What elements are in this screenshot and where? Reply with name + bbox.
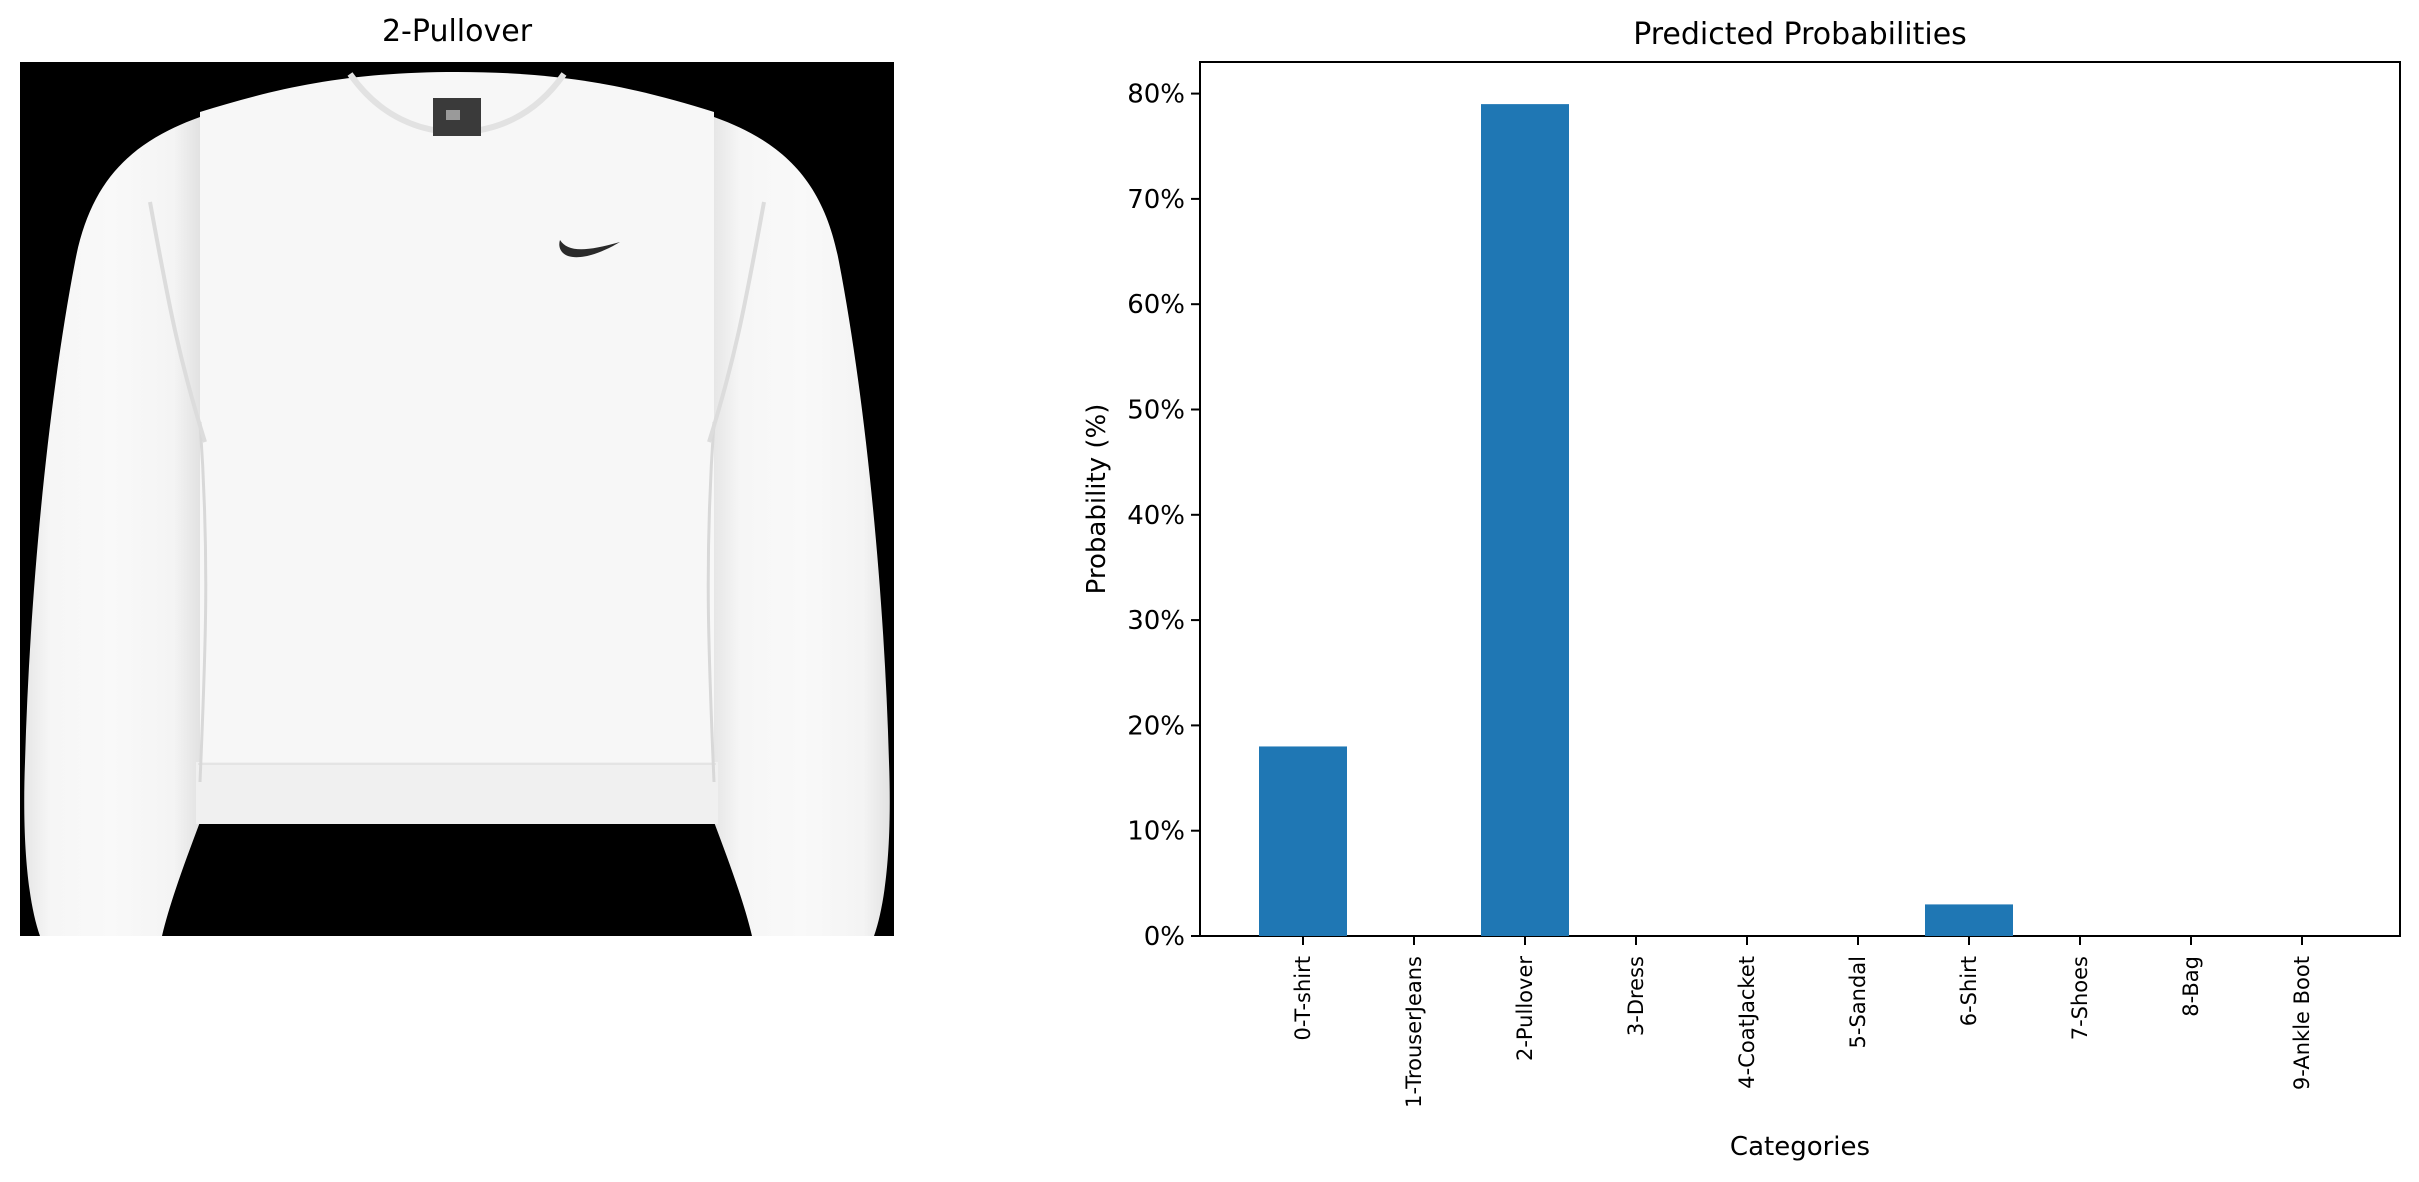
y-tick-label-5: 50%: [1127, 395, 1185, 425]
x-tick-label-1: 1-TrouserJeans: [1402, 956, 1426, 1108]
plot-frame: [1199, 61, 2401, 937]
bar-6: [1925, 904, 2013, 936]
x-tick-label-6: 6-Shirt: [1957, 956, 1981, 1026]
y-tick-label-2: 20%: [1127, 711, 1185, 741]
white-pullover-sweatshirt-icon: [20, 62, 894, 936]
y-tick-label-3: 30%: [1127, 606, 1185, 636]
x-tick-label-2: 2-Pullover: [1513, 956, 1537, 1061]
x-tick-label-9: 9-Ankle Boot: [2290, 956, 2314, 1090]
y-tick-label-8: 80%: [1127, 80, 1185, 110]
garment-image: [20, 62, 894, 936]
y-axis: 0% 10% 20% 30% 40% 50% 60% 70% 80%: [1127, 80, 1200, 952]
bars: [1259, 104, 2013, 936]
y-tick-label-1: 10%: [1127, 817, 1185, 847]
x-axis-label: Categories: [1730, 1132, 1870, 1162]
y-tick-label-7: 70%: [1127, 185, 1185, 215]
x-tick-label-8: 8-Bag: [2179, 956, 2203, 1017]
y-tick-label-0: 0%: [1144, 922, 1185, 952]
bar-0: [1259, 746, 1347, 936]
x-tick-label-0: 0-T-shirt: [1291, 956, 1315, 1040]
x-tick-label-7: 7-Shoes: [2068, 956, 2092, 1040]
image-title: 2-Pullover: [381, 14, 533, 49]
y-tick-label-4: 40%: [1127, 501, 1185, 531]
chart-title: Predicted Probabilities: [1633, 17, 1967, 52]
x-tick-label-3: 3-Dress: [1624, 956, 1648, 1036]
y-tick-label-6: 60%: [1127, 290, 1185, 320]
y-axis-label: Probability (%): [1082, 404, 1112, 595]
x-tick-label-4: 4-CoatJacket: [1735, 956, 1759, 1089]
x-tick-label-5: 5-Sandal: [1846, 956, 1870, 1048]
image-panel: 2-Pullover: [0, 0, 1000, 1182]
bar-2: [1481, 104, 1569, 936]
x-axis: 0-T-shirt 1-TrouserJeans 2-Pullover 3-Dress…: [1291, 936, 2314, 1108]
